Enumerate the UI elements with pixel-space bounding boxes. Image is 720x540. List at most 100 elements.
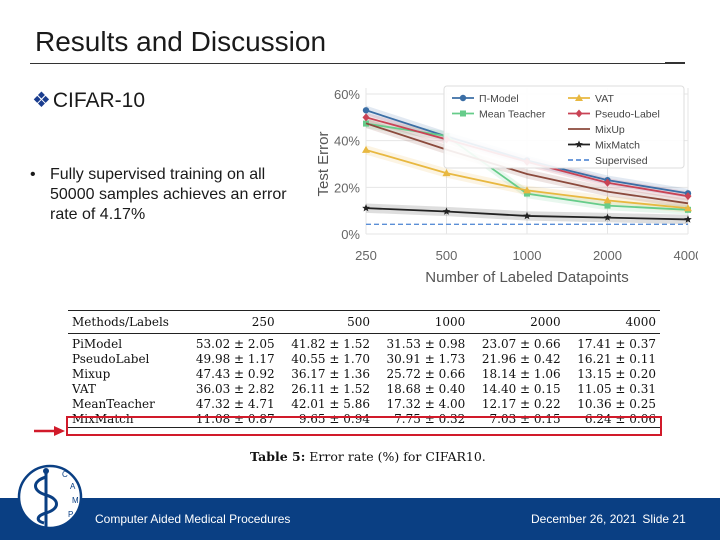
caption-text: Error rate (%) for CIFAR10. xyxy=(309,449,486,464)
title-underline-end xyxy=(665,62,685,63)
y-axis-label: Test Error xyxy=(315,131,332,196)
method-name-cell: PiModel xyxy=(72,337,123,351)
error-value-cell: 21.96 ± 0.42 xyxy=(481,352,561,366)
slide-title: Results and Discussion xyxy=(35,26,327,57)
legend-label: Supervised xyxy=(595,155,648,167)
y-tick-label: 0% xyxy=(341,227,360,242)
x-axis-label: Number of Labeled Datapoints xyxy=(425,269,628,286)
error-value-cell: 36.03 ± 2.82 xyxy=(195,382,275,396)
bullet-dot-icon: • xyxy=(30,166,36,183)
table-header-cell: 500 xyxy=(278,310,374,334)
error-value-cell: 17.32 ± 4.00 xyxy=(386,397,466,411)
error-value-cell: 25.72 ± 0.66 xyxy=(386,367,466,381)
svg-text:M: M xyxy=(72,496,79,505)
method-name-cell: Mixup xyxy=(72,367,111,381)
error-value-cell: 11.05 ± 0.31 xyxy=(577,382,656,396)
table-row: MixMatch 11.08 ± 0.87 9.65 ± 0.94 7.75 ± 0.… xyxy=(68,412,660,428)
error-value-cell: 30.91 ± 1.73 xyxy=(386,352,466,366)
table-header-cell: 1000 xyxy=(373,310,470,334)
error-value-cell: 6.24 ± 0.06 xyxy=(564,412,660,428)
data-point xyxy=(575,109,583,118)
error-rate-chart: 0% 20% 40% 60% 250 500 1000 2000 4000 Number of L… xyxy=(315,85,698,286)
data-point xyxy=(362,113,370,122)
data-point xyxy=(362,204,370,212)
error-value-cell: 26.11 ± 1.52 xyxy=(291,382,370,396)
error-value-cell: 47.32 ± 4.71 xyxy=(195,397,275,411)
table-row: Mixup 47.43 ± 0.92 36.17 ± 1.36 25.72 ± 0.6… xyxy=(68,367,660,382)
error-value-cell: 41.82 ± 1.52 xyxy=(291,337,370,351)
footer-slide-number: Slide 21 xyxy=(642,512,686,526)
title-underline xyxy=(30,63,685,64)
diamond-bullet-icon: ❖ xyxy=(32,89,51,112)
method-name-cell: MixMatch xyxy=(68,412,184,428)
data-point xyxy=(603,196,612,204)
error-value-cell: 49.98 ± 1.17 xyxy=(195,352,275,366)
camp-logo-icon: C A M P xyxy=(17,464,83,530)
legend-label: VAT xyxy=(595,93,614,105)
error-value-cell: 42.01 ± 5.86 xyxy=(291,397,370,411)
svg-text:C: C xyxy=(62,470,68,479)
error-value-cell: 23.07 ± 0.66 xyxy=(481,337,561,351)
table-body: PiModel 53.02 ± 2.05 41.82 ± 1.52 31.53 ± 0… xyxy=(68,334,660,428)
x-tick-label: 4000 xyxy=(674,248,698,263)
table-header-cell: Methods/Labels xyxy=(68,310,184,334)
table-header-cell: 4000 xyxy=(564,310,660,334)
data-point xyxy=(575,140,583,148)
error-value-cell: 40.55 ± 1.70 xyxy=(291,352,370,366)
table-row: MeanTeacher 47.32 ± 4.71 42.01 ± 5.86 17.32… xyxy=(68,397,660,412)
x-tick-label: 250 xyxy=(355,248,377,263)
series-line xyxy=(365,122,689,205)
caption-label: Table 5: xyxy=(250,449,306,464)
data-point xyxy=(442,207,451,215)
data-point xyxy=(442,169,451,177)
table-caption: Table 5: Error rate (%) for CIFAR10. xyxy=(250,449,486,464)
method-name-cell: PseudoLabel xyxy=(72,352,150,366)
footer-institution: Computer Aided Medical Procedures xyxy=(95,512,291,526)
footer-date-slide: December 26, 2021 Slide 21 xyxy=(531,512,686,526)
data-point xyxy=(684,204,692,212)
legend-label: Mean Teacher xyxy=(479,109,546,121)
table-header-cell: 250 xyxy=(183,310,279,334)
x-tick-label: 500 xyxy=(436,248,458,263)
table-row: VAT 36.03 ± 2.82 26.11 ± 1.52 18.68 ± 0.40 1… xyxy=(68,382,660,397)
error-value-cell: 17.41 ± 0.37 xyxy=(577,337,656,351)
error-value-cell: 31.53 ± 0.98 xyxy=(386,337,466,351)
legend-label: MixUp xyxy=(595,124,625,136)
data-point xyxy=(684,215,692,223)
data-point xyxy=(604,178,611,187)
section-label: CIFAR-10 xyxy=(52,89,146,112)
error-value-cell: 18.14 ± 1.06 xyxy=(481,367,561,381)
y-tick-label: 60% xyxy=(334,87,360,102)
legend-label: Π-Model xyxy=(479,93,519,105)
svg-text:A: A xyxy=(70,482,76,491)
error-value-cell: 14.40 ± 0.15 xyxy=(481,382,561,396)
error-value-cell: 7.75 ± 0.32 xyxy=(373,412,470,428)
error-value-cell: 10.36 ± 0.25 xyxy=(577,397,656,411)
error-value-cell: 16.21 ± 0.11 xyxy=(577,352,656,366)
method-name-cell: VAT xyxy=(72,382,96,396)
y-tick-label: 40% xyxy=(334,134,360,149)
data-point xyxy=(523,211,531,220)
data-point xyxy=(575,94,583,101)
error-value-cell: 18.68 ± 0.40 xyxy=(386,382,466,396)
bullet-text: Fully supervised training on all 50000 s… xyxy=(50,166,287,223)
legend-label: MixMatch xyxy=(595,140,640,152)
series-band xyxy=(366,145,688,213)
svg-text:P: P xyxy=(68,510,73,519)
x-tick-label: 2000 xyxy=(593,248,622,263)
legend-box xyxy=(443,85,685,169)
error-value-cell: 13.15 ± 0.20 xyxy=(577,367,656,381)
data-point xyxy=(362,107,370,114)
error-value-cell: 9.65 ± 0.94 xyxy=(278,412,374,428)
results-table: Methods/Labels 250 500 1000 2000 4000 PiModel… xyxy=(68,310,660,428)
y-tick-label: 20% xyxy=(334,180,360,195)
error-value-cell: 11.08 ± 0.87 xyxy=(183,412,279,428)
data-point xyxy=(524,190,530,197)
table-header-row: Methods/Labels 250 500 1000 2000 4000 xyxy=(68,310,660,334)
data-point xyxy=(523,186,531,194)
footer-date: December 26, 2021 xyxy=(531,512,637,526)
section-heading: ❖CIFAR-10 xyxy=(32,88,145,113)
data-point xyxy=(459,94,467,102)
table-row: PseudoLabel 49.98 ± 1.17 40.55 ± 1.70 30.91… xyxy=(68,352,660,367)
data-point xyxy=(603,213,612,221)
